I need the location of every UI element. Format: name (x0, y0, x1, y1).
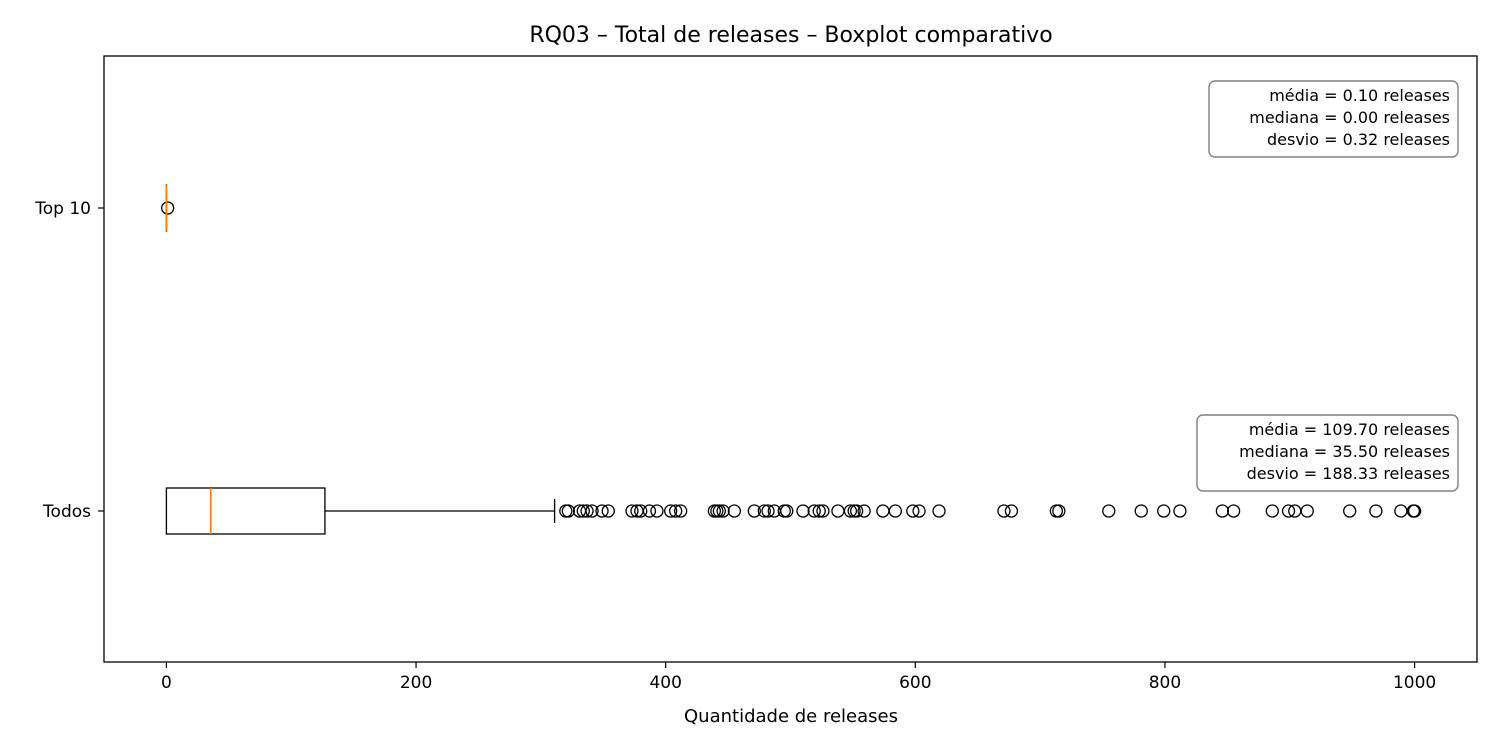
outlier-point (585, 504, 599, 518)
outlier-point (888, 504, 902, 518)
outlier-point (831, 504, 845, 518)
outlier-point (559, 504, 573, 518)
outlier-point (1049, 504, 1064, 518)
outlier-point (669, 504, 683, 518)
outlier-point (1394, 504, 1408, 518)
outlier-point (850, 504, 864, 518)
outlier-point (757, 504, 771, 518)
outlier-point (780, 504, 794, 518)
outlier-point (816, 504, 830, 518)
outlier-point (1300, 504, 1314, 518)
outlier-point (161, 201, 175, 215)
axes-frame (103, 55, 1478, 663)
x-tick-label: 0 (161, 673, 172, 693)
x-tick-label: 1000 (1393, 673, 1436, 693)
outlier-point (1265, 504, 1279, 518)
stats-line: média = 0.10 releases (1269, 86, 1450, 105)
x-tick-label: 800 (1149, 673, 1181, 693)
stats-box-todos: média = 109.70 releases mediana = 35.50 r… (1196, 414, 1459, 492)
x-tick-label: 400 (649, 673, 681, 693)
outlier-point (1102, 504, 1116, 518)
outlier-point (857, 504, 871, 518)
stats-line: desvio = 0.32 releases (1267, 130, 1450, 149)
outlier-point (1407, 504, 1422, 518)
outlier-point (761, 504, 775, 518)
outlier-point (912, 504, 926, 518)
outlier-point (595, 504, 609, 518)
outlier-point (876, 504, 890, 518)
y-tick-label-top-10: Top 10 (34, 199, 91, 219)
outlier-point (664, 504, 678, 518)
box-todos (165, 487, 326, 535)
stats-box-frame (1196, 414, 1459, 492)
outlier-point (576, 504, 590, 518)
outlier-point (1157, 504, 1171, 518)
outlier-point (1343, 504, 1357, 518)
chart-title: RQ03 – Total de releases – Boxplot compa… (529, 23, 1052, 48)
outlier-point (674, 504, 688, 518)
x-tick-label: 200 (400, 673, 432, 693)
stats-box-top-10: média = 0.10 releases mediana = 0.00 rele… (1208, 80, 1459, 158)
outlier-point (634, 504, 648, 518)
outlier-point (932, 504, 946, 518)
outlier-point (642, 504, 657, 518)
outlier-point (796, 504, 810, 518)
outlier-point (561, 504, 575, 518)
outlier-point (1052, 504, 1066, 518)
y-tick-label-todos: Todos (42, 502, 91, 522)
outlier-point (601, 504, 615, 518)
outlier-point (1173, 504, 1187, 518)
outlier-point (1369, 504, 1383, 518)
outlier-point (843, 504, 858, 518)
stats-line: média = 109.70 releases (1249, 420, 1450, 439)
stats-box-frame (1208, 80, 1459, 158)
x-tick-label: 600 (899, 673, 931, 693)
outlier-point (580, 504, 594, 518)
outlier-point (716, 504, 730, 518)
outlier-point (1004, 504, 1019, 518)
plot-area: média = 109.70 releases mediana = 35.50 r… (161, 80, 1459, 535)
stats-line: desvio = 188.33 releases (1247, 464, 1450, 483)
outlier-point (997, 504, 1011, 518)
stats-line: mediana = 0.00 releases (1249, 108, 1450, 127)
outlier-point (1134, 504, 1148, 518)
x-axis-label: Quantidade de releases (684, 706, 898, 727)
outlier-point (712, 504, 727, 518)
outlier-point (727, 504, 741, 518)
outlier-point (807, 504, 821, 518)
outlier-point (1281, 504, 1296, 518)
outlier-point (625, 504, 639, 518)
outlier-point (812, 504, 826, 518)
outlier-point (906, 504, 920, 518)
outlier-point (1215, 504, 1230, 518)
outlier-point (1226, 504, 1241, 518)
outlier-point (747, 504, 761, 518)
stats-line: mediana = 35.50 releases (1239, 442, 1450, 461)
outlier-point (650, 504, 664, 518)
